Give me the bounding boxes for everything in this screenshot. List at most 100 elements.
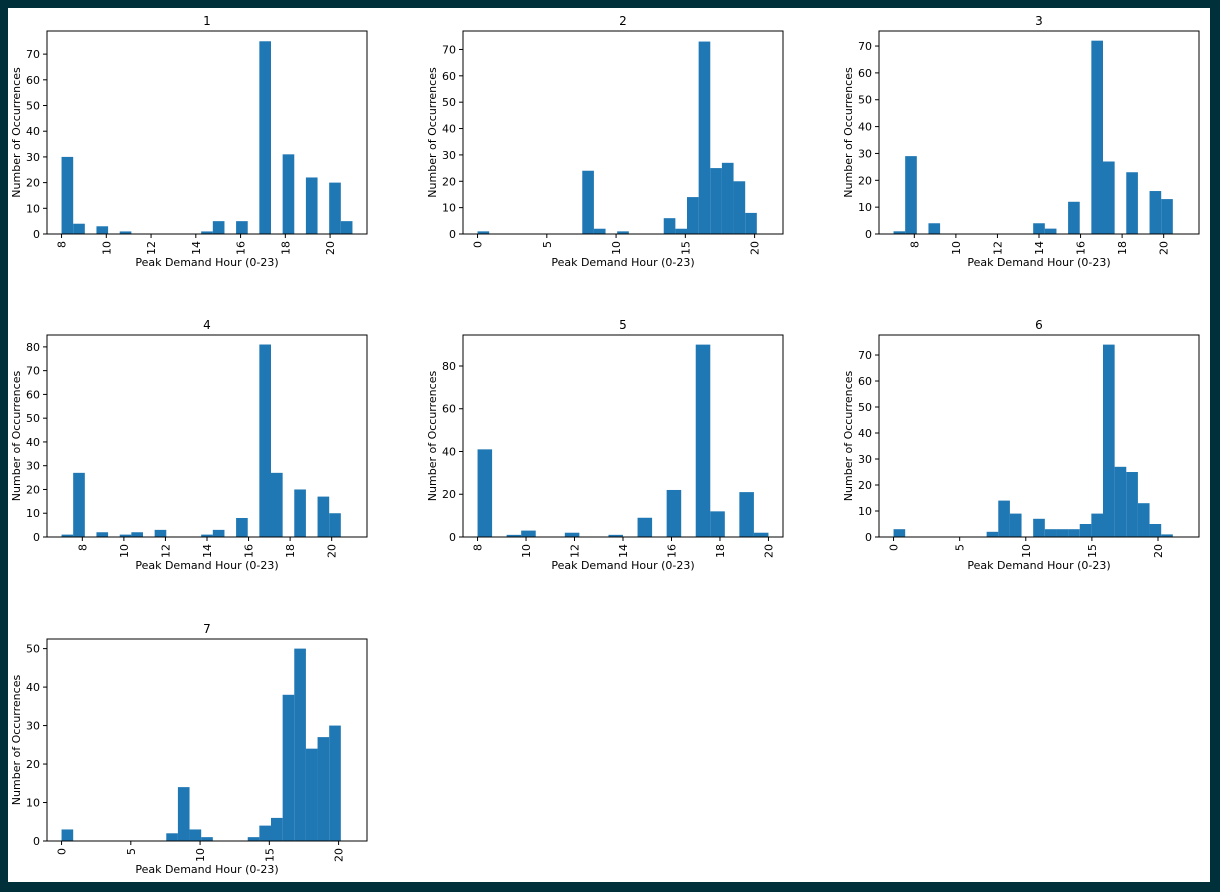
- y-tick-label: 0: [33, 835, 40, 848]
- x-tick-label: 14: [1033, 241, 1046, 255]
- histogram-bar: [271, 817, 283, 841]
- x-tick-label: 20: [326, 544, 339, 558]
- histogram-bar: [928, 223, 941, 234]
- x-tick-label: 16: [243, 544, 256, 558]
- histogram-bar: [201, 534, 213, 537]
- x-axis-label: Peak Demand Hour (0-23): [135, 256, 278, 269]
- histogram-bar: [698, 41, 711, 234]
- y-tick-label: 0: [33, 228, 40, 241]
- histogram-bar: [1079, 524, 1092, 537]
- x-tick-label: 8: [472, 544, 485, 551]
- y-tick-label: 60: [442, 70, 456, 83]
- histogram-bar: [1009, 513, 1022, 537]
- histogram-bar: [305, 177, 318, 234]
- y-tick-label: 40: [26, 436, 40, 449]
- histogram-bar: [733, 181, 746, 234]
- y-tick-label: 0: [865, 531, 872, 544]
- histogram-bar: [201, 837, 213, 841]
- y-tick-label: 50: [858, 401, 872, 414]
- y-tick-label: 70: [858, 40, 872, 53]
- histogram-bar: [1149, 524, 1162, 537]
- histogram-bar: [1033, 223, 1045, 234]
- histogram-bar: [998, 500, 1010, 537]
- histogram-bar: [1126, 172, 1138, 234]
- histogram-bar: [119, 534, 132, 537]
- histogram-bar: [1091, 513, 1103, 537]
- x-tick-label: 8: [908, 241, 921, 248]
- histogram-bar: [131, 532, 143, 537]
- x-tick-label: 12: [159, 544, 172, 558]
- x-tick-label: 10: [118, 544, 131, 558]
- axes-frame: [462, 30, 784, 235]
- histogram-bar: [294, 648, 306, 841]
- x-axis-label: Peak Demand Hour (0-23): [967, 559, 1110, 572]
- x-tick-label: 14: [190, 241, 203, 255]
- subplot-2: 0 10 20 30 40 50 60 70 0 5 10 15 20 2 Peak Demand Hour…: [426, 14, 784, 269]
- histogram-bar: [317, 496, 330, 537]
- y-tick-label: 20: [26, 758, 40, 771]
- x-tick-label: 20: [1152, 544, 1165, 558]
- axes-frame: [462, 334, 784, 538]
- y-tick-label: 40: [858, 427, 872, 440]
- histogram-bar: [593, 228, 606, 234]
- subplot-title: 6: [1035, 318, 1043, 332]
- x-tick-label: 0: [472, 241, 485, 248]
- y-tick-label: 50: [26, 643, 40, 656]
- x-tick-label: 5: [541, 241, 554, 248]
- histogram-bar: [61, 156, 74, 234]
- x-tick-label: 18: [279, 241, 292, 255]
- y-tick-label: 30: [442, 149, 456, 162]
- histogram-bar: [259, 344, 271, 537]
- axes-frame: [878, 334, 1200, 538]
- histogram-bar: [739, 492, 754, 537]
- subplot-title: 5: [619, 318, 627, 332]
- histogram-bar: [305, 748, 318, 841]
- y-tick-label: 50: [858, 94, 872, 107]
- histogram-bar: [745, 212, 757, 234]
- histogram-bar: [236, 517, 248, 537]
- histogram-bar: [329, 725, 341, 841]
- axes-frame: [46, 30, 368, 235]
- histogram-bar: [687, 197, 699, 234]
- histogram-bar: [201, 231, 213, 234]
- x-axis-label: Peak Demand Hour (0-23): [551, 559, 694, 572]
- histogram-bar: [986, 531, 999, 537]
- histogram-bar: [61, 829, 74, 841]
- subplot-title: 2: [619, 14, 627, 28]
- histogram-bar: [710, 511, 725, 537]
- y-tick-label: 50: [26, 100, 40, 113]
- histogram-bar: [189, 829, 202, 841]
- y-tick-label: 20: [26, 483, 40, 496]
- histogram-bar: [1044, 228, 1057, 234]
- y-tick-label: 40: [442, 445, 456, 458]
- histogram-bar: [119, 231, 132, 234]
- y-tick-label: 0: [449, 531, 456, 544]
- histogram-bar: [1114, 466, 1127, 537]
- subplot-title: 3: [1035, 14, 1043, 28]
- y-axis-label: Number of Occurrences: [426, 371, 439, 502]
- x-tick-label: 15: [1086, 544, 1099, 558]
- y-tick-label: 60: [858, 375, 872, 388]
- y-tick-label: 0: [449, 228, 456, 241]
- histogram-bar: [893, 231, 906, 234]
- x-tick-label: 10: [1020, 544, 1033, 558]
- x-tick-label: 10: [610, 241, 623, 255]
- y-tick-label: 10: [858, 505, 872, 518]
- subplot-3: 0 10 20 30 40 50 60 70 8 10 12 14 16 18 20 3 Peak Demand…: [842, 14, 1200, 269]
- y-axis-label: Number of Occurrences: [10, 67, 23, 198]
- histogram-bar: [637, 517, 653, 537]
- x-tick-label: 10: [950, 241, 963, 255]
- y-axis-label: Number of Occurrences: [426, 67, 439, 198]
- y-tick-label: 0: [865, 228, 872, 241]
- y-tick-label: 60: [26, 74, 40, 87]
- x-tick-label: 8: [56, 241, 69, 248]
- y-tick-label: 30: [26, 151, 40, 164]
- histogram-bar: [477, 449, 493, 537]
- histogram-bar: [294, 489, 306, 537]
- y-axis-label: Number of Occurrences: [842, 67, 855, 198]
- histogram-bar: [582, 170, 594, 234]
- x-tick-label: 18: [284, 544, 297, 558]
- x-tick-label: 10: [194, 848, 207, 862]
- histogram-bar: [61, 534, 74, 537]
